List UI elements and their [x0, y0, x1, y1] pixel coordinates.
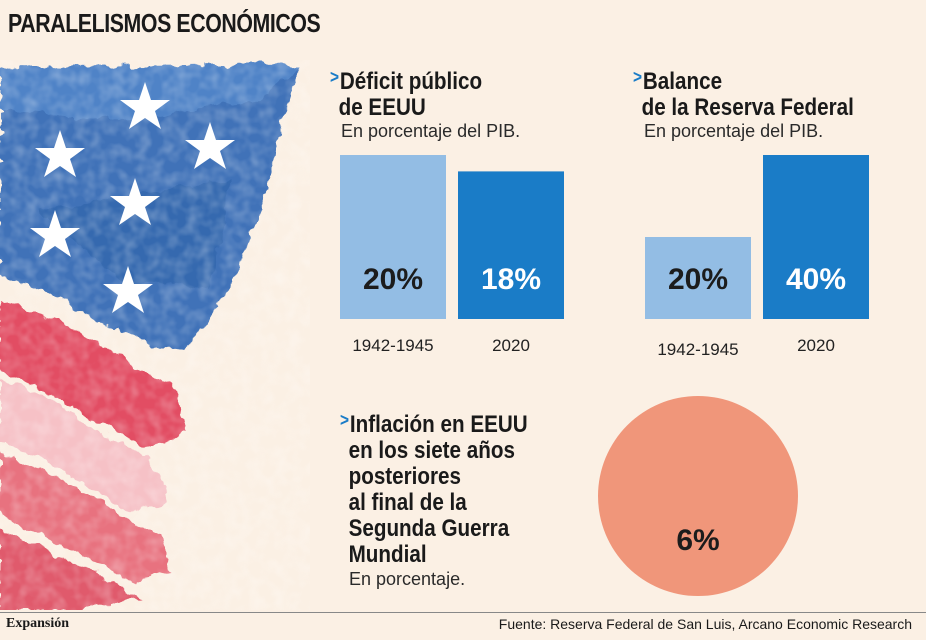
bar-1942-1945	[340, 155, 446, 319]
fed-balance-subtitle: En porcentaje del PIB.	[644, 121, 824, 141]
fed-title-line2: de la Reserva Federal	[641, 94, 854, 121]
star-icon	[103, 266, 153, 313]
inflation-circle-chart: 6%	[598, 396, 798, 596]
footer-divider	[0, 612, 926, 613]
fed-title-line1: Balance	[642, 68, 723, 95]
bar-value-label: 18%	[481, 263, 541, 296]
inflation-title-line: Mundial	[348, 541, 427, 568]
deficit-chart-title: >Déficit público de EEUU	[330, 64, 482, 121]
deficit-title-line2: de EEUU	[338, 94, 426, 121]
category-label: 1942-1945	[352, 336, 433, 355]
star-icon	[110, 178, 160, 225]
star-icon	[30, 210, 80, 257]
source-note: Fuente: Reserva Federal de San Luis, Arc…	[498, 616, 912, 632]
inflation-title-line: al final de la	[348, 489, 467, 516]
star-icon	[35, 130, 85, 177]
inflation-title-line: posteriores	[348, 463, 462, 490]
bar-2020	[763, 155, 869, 319]
deficit-bar-chart: 20% 1942-1945 18% 2020	[340, 155, 564, 355]
page-title: PARALELISMOS ECONÓMICOS	[8, 8, 321, 38]
us-flag-illustration	[0, 60, 310, 610]
category-label: 1942-1945	[657, 340, 738, 359]
star-icon	[185, 122, 235, 169]
inflation-chart-title: >Inflación en EEUU en los siete años pos…	[340, 407, 528, 568]
star-icons	[30, 82, 235, 313]
deficit-subtitle: En porcentaje del PIB.	[341, 121, 521, 141]
chevron-right-icon: >	[330, 67, 340, 87]
fed-balance-bar-chart: 20% 1942-1945 40% 2020	[645, 155, 869, 359]
category-label: 2020	[492, 336, 530, 355]
star-icon	[120, 82, 170, 129]
inflation-title-line: Segunda Guerra	[348, 515, 510, 542]
inflation-subtitle: En porcentaje.	[349, 569, 466, 589]
bar-2020	[458, 171, 564, 319]
deficit-title-line1: Déficit público	[339, 68, 483, 95]
bar-1942-1945	[645, 237, 751, 319]
bar-value-label: 20%	[668, 263, 728, 296]
brand-logo: Expansión	[6, 616, 70, 631]
inflation-value-label: 6%	[676, 524, 719, 557]
chevron-right-icon: >	[340, 410, 350, 430]
bar-value-label: 40%	[786, 263, 846, 296]
inflation-title-line: Inflación en EEUU	[349, 411, 528, 438]
category-label: 2020	[797, 336, 835, 355]
inflation-title-line: en los siete años	[348, 437, 515, 464]
chevron-right-icon: >	[633, 67, 643, 87]
inflation-circle	[598, 396, 798, 596]
fed-balance-chart-title: >Balance de la Reserva Federal	[633, 64, 854, 121]
bar-value-label: 20%	[363, 263, 423, 296]
